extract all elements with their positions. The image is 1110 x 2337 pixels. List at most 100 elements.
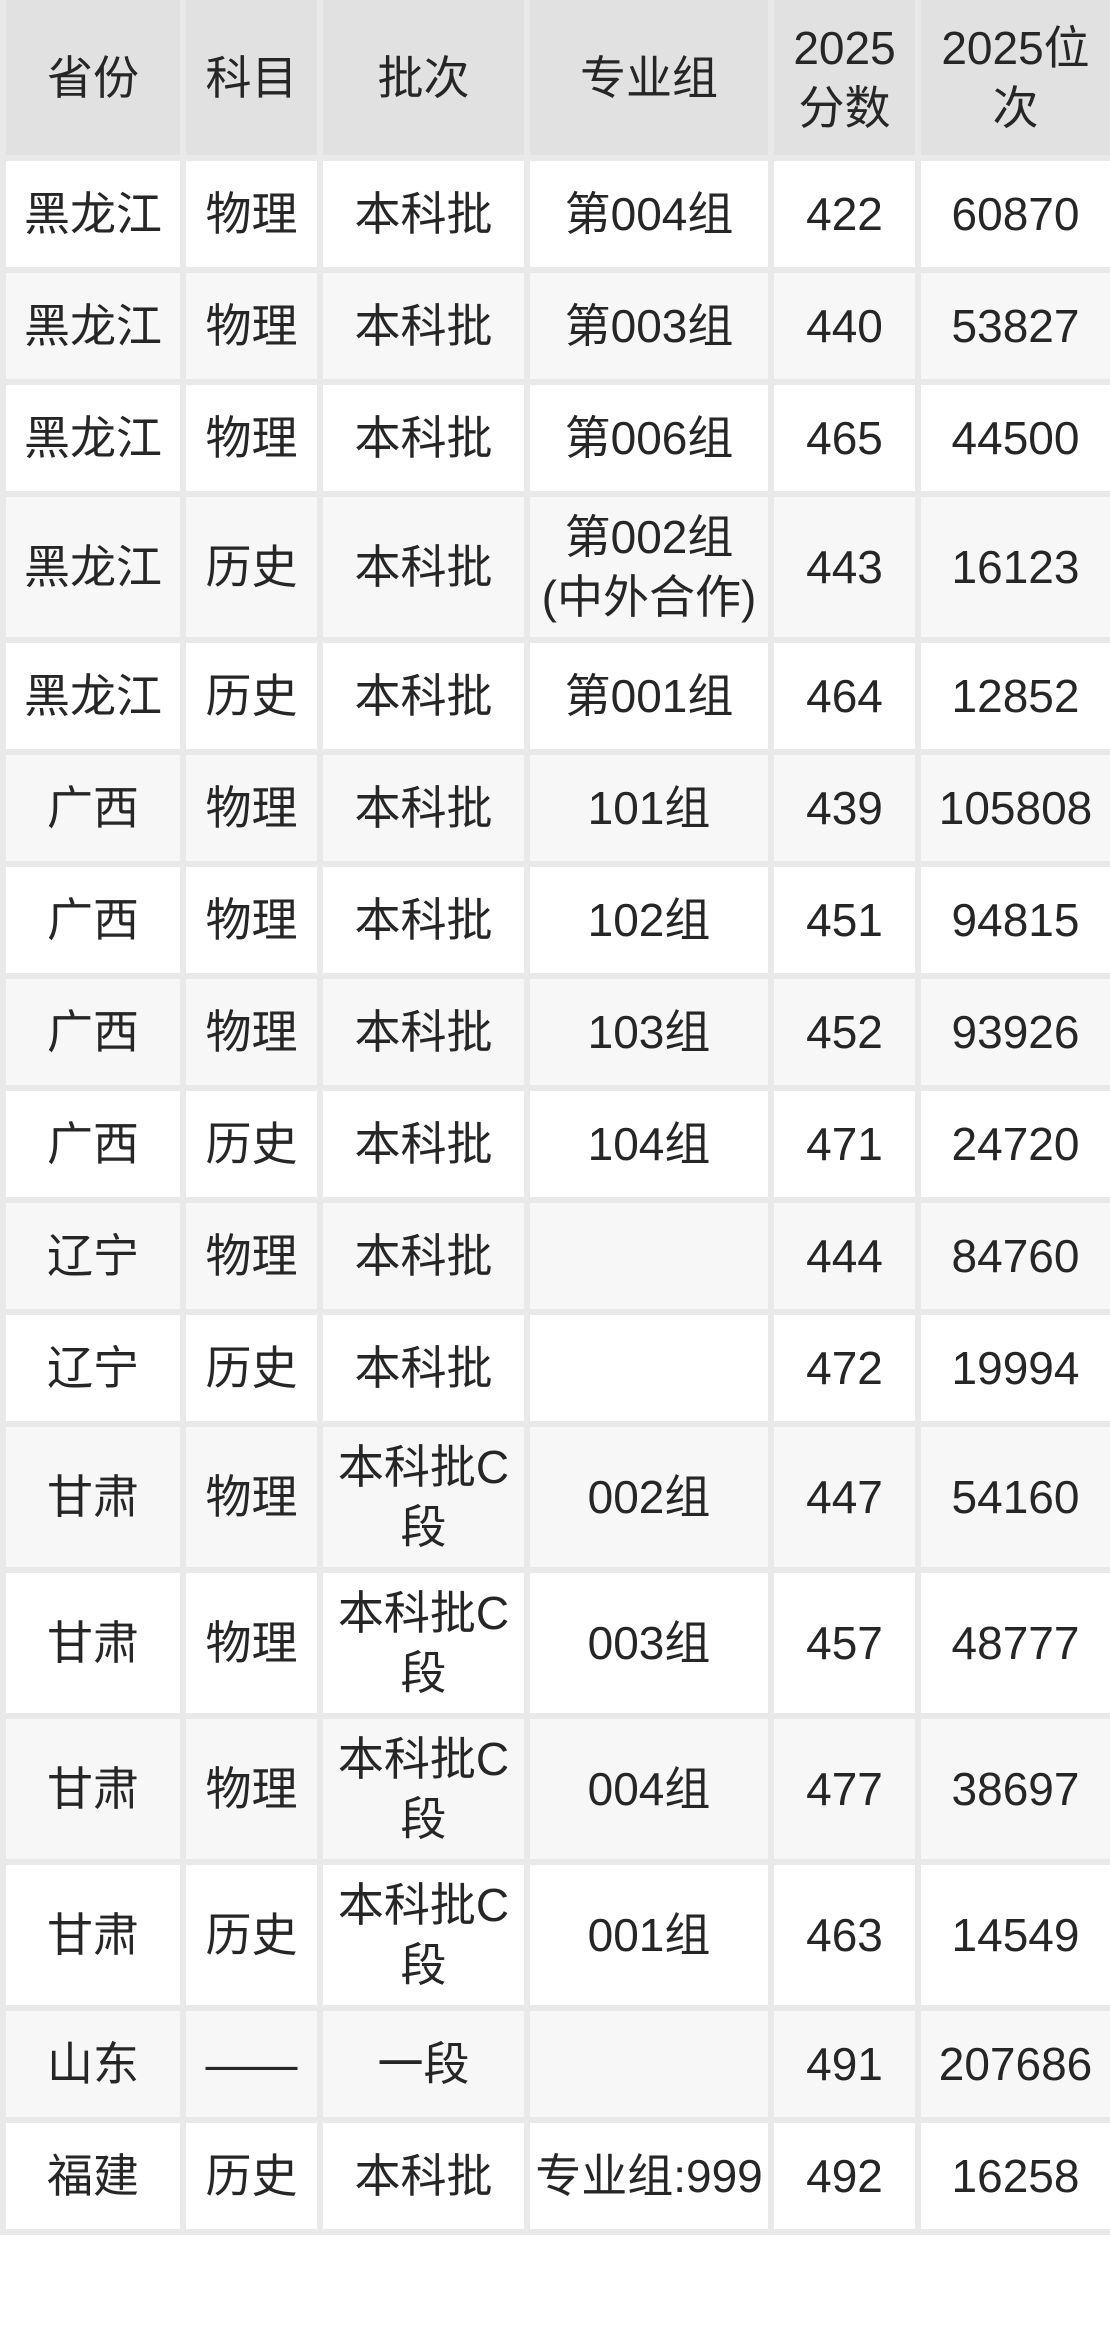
- cell-score-2025: 464: [771, 640, 921, 755]
- table-row: 甘肃 物理 本科批C段 002组 447 54160: [3, 1424, 1110, 1573]
- cell-province: 黑龙江: [3, 640, 186, 755]
- cell-group: 第003组: [527, 270, 774, 385]
- cell-rank-2025: 105808: [918, 752, 1110, 867]
- table-row: 黑龙江 物理 本科批 第003组 440 53827: [3, 270, 1110, 385]
- cell-subject: ——: [183, 2008, 323, 2123]
- cell-rank-2025: 53827: [918, 270, 1110, 385]
- cell-group: 专业组:999: [527, 2120, 774, 2235]
- table-row: 甘肃 物理 本科批C段 004组 477 38697: [3, 1716, 1110, 1865]
- table-row: 甘肃 物理 本科批C段 003组 457 48777: [3, 1570, 1110, 1719]
- cell-rank-2025: 60870: [918, 158, 1110, 273]
- header-cell-score-2025: 2025分数: [771, 0, 921, 161]
- cell-group: 103组: [527, 976, 774, 1091]
- table-body: 黑龙江 物理 本科批 第004组 422 60870 黑龙江 物理 本科批 第0…: [3, 158, 1110, 2235]
- cell-score-2025: 440: [771, 270, 921, 385]
- cell-province: 广西: [3, 1088, 186, 1203]
- table-row: 山东 —— 一段 491 207686: [3, 2008, 1110, 2123]
- cell-subject: 物理: [183, 1200, 323, 1315]
- cell-subject: 物理: [183, 1716, 323, 1865]
- cell-group: 第002组(中外合作): [527, 494, 774, 643]
- cell-batch: 本科批C段: [320, 1716, 530, 1865]
- cell-batch: 本科批: [320, 752, 530, 867]
- cell-batch: 本科批: [320, 1200, 530, 1315]
- cell-province: 甘肃: [3, 1862, 186, 2011]
- cell-score-2025: 451: [771, 864, 921, 979]
- cell-subject: 历史: [183, 640, 323, 755]
- cell-province: 黑龙江: [3, 158, 186, 273]
- cell-province: 辽宁: [3, 1312, 186, 1427]
- table-row: 广西 历史 本科批 104组 471 24720: [3, 1088, 1110, 1203]
- cell-batch: 本科批C段: [320, 1424, 530, 1573]
- cell-score-2025: 477: [771, 1716, 921, 1865]
- admission-score-table: 省份 科目 批次 专业组 2025分数 2025位次 黑龙江 物理 本科批 第0…: [0, 0, 1110, 2235]
- cell-subject: 物理: [183, 382, 323, 497]
- cell-rank-2025: 24720: [918, 1088, 1110, 1203]
- cell-group: [527, 1312, 774, 1427]
- table-header: 省份 科目 批次 专业组 2025分数 2025位次: [3, 0, 1110, 161]
- cell-rank-2025: 44500: [918, 382, 1110, 497]
- cell-batch: 本科批: [320, 270, 530, 385]
- cell-group: 104组: [527, 1088, 774, 1203]
- cell-rank-2025: 93926: [918, 976, 1110, 1091]
- table-row: 黑龙江 物理 本科批 第006组 465 44500: [3, 382, 1110, 497]
- cell-score-2025: 443: [771, 494, 921, 643]
- cell-subject: 物理: [183, 158, 323, 273]
- cell-province: 广西: [3, 752, 186, 867]
- cell-subject: 物理: [183, 864, 323, 979]
- cell-score-2025: 491: [771, 2008, 921, 2123]
- table-row: 黑龙江 物理 本科批 第004组 422 60870: [3, 158, 1110, 273]
- cell-province: 甘肃: [3, 1424, 186, 1573]
- cell-subject: 物理: [183, 1424, 323, 1573]
- table-row: 广西 物理 本科批 101组 439 105808: [3, 752, 1110, 867]
- cell-group: 002组: [527, 1424, 774, 1573]
- cell-batch: 本科批C段: [320, 1570, 530, 1719]
- cell-province: 黑龙江: [3, 270, 186, 385]
- table-row: 广西 物理 本科批 102组 451 94815: [3, 864, 1110, 979]
- cell-rank-2025: 19994: [918, 1312, 1110, 1427]
- table-row: 广西 物理 本科批 103组 452 93926: [3, 976, 1110, 1091]
- header-cell-group: 专业组: [527, 0, 774, 161]
- cell-subject: 物理: [183, 752, 323, 867]
- cell-batch: 本科批: [320, 640, 530, 755]
- cell-batch: 本科批: [320, 1088, 530, 1203]
- cell-subject: 物理: [183, 270, 323, 385]
- cell-subject: 物理: [183, 1570, 323, 1719]
- cell-batch: 本科批: [320, 494, 530, 643]
- header-cell-subject: 科目: [183, 0, 323, 161]
- cell-subject: 历史: [183, 1088, 323, 1203]
- cell-batch: 一段: [320, 2008, 530, 2123]
- header-row: 省份 科目 批次 专业组 2025分数 2025位次: [3, 0, 1110, 161]
- cell-batch: 本科批: [320, 158, 530, 273]
- cell-rank-2025: 16123: [918, 494, 1110, 643]
- cell-batch: 本科批C段: [320, 1862, 530, 2011]
- cell-rank-2025: 207686: [918, 2008, 1110, 2123]
- cell-subject: 历史: [183, 494, 323, 643]
- cell-province: 甘肃: [3, 1716, 186, 1865]
- cell-batch: 本科批: [320, 382, 530, 497]
- cell-province: 福建: [3, 2120, 186, 2235]
- table-row: 福建 历史 本科批 专业组:999 492 16258: [3, 2120, 1110, 2235]
- cell-rank-2025: 38697: [918, 1716, 1110, 1865]
- cell-batch: 本科批: [320, 2120, 530, 2235]
- cell-group: [527, 2008, 774, 2123]
- cell-rank-2025: 54160: [918, 1424, 1110, 1573]
- cell-province: 黑龙江: [3, 382, 186, 497]
- cell-province: 辽宁: [3, 1200, 186, 1315]
- cell-province: 甘肃: [3, 1570, 186, 1719]
- header-cell-province: 省份: [3, 0, 186, 161]
- table-row: 黑龙江 历史 本科批 第002组(中外合作) 443 16123: [3, 494, 1110, 643]
- cell-group: [527, 1200, 774, 1315]
- cell-rank-2025: 48777: [918, 1570, 1110, 1719]
- cell-province: 广西: [3, 864, 186, 979]
- cell-score-2025: 447: [771, 1424, 921, 1573]
- cell-score-2025: 439: [771, 752, 921, 867]
- cell-group: 102组: [527, 864, 774, 979]
- cell-group: 004组: [527, 1716, 774, 1865]
- cell-province: 黑龙江: [3, 494, 186, 643]
- cell-score-2025: 465: [771, 382, 921, 497]
- cell-batch: 本科批: [320, 1312, 530, 1427]
- cell-subject: 物理: [183, 976, 323, 1091]
- cell-group: 101组: [527, 752, 774, 867]
- table-row: 辽宁 物理 本科批 444 84760: [3, 1200, 1110, 1315]
- cell-score-2025: 452: [771, 976, 921, 1091]
